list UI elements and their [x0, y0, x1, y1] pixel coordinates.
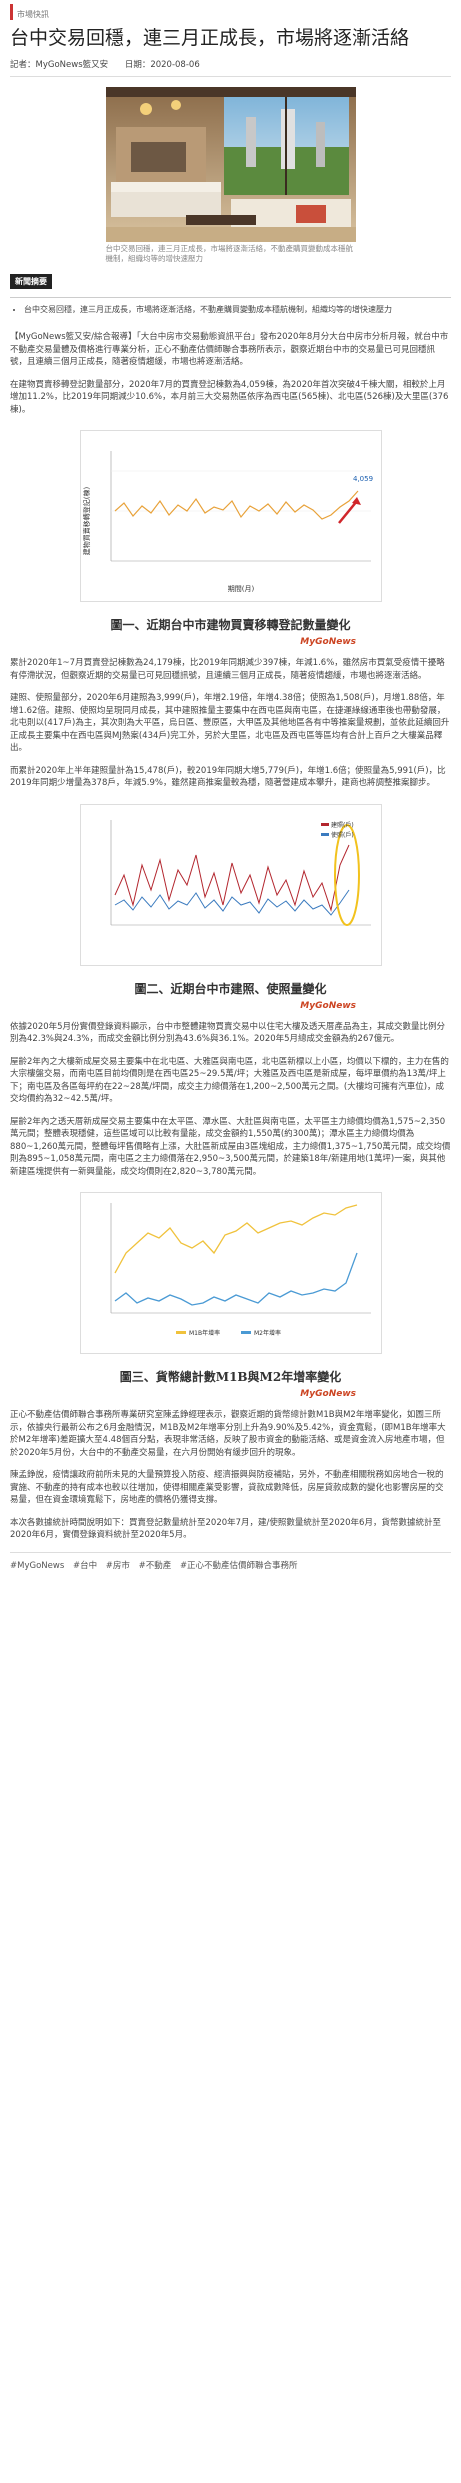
article: 市場快訊 台中交易回穩，連三月正成長，市場將逐漸活絡 記者：MyGoNews籃又…	[0, 4, 461, 1571]
paragraph: 正心不動產估價師聯合事務所專業研究室陳孟錚經理表示，觀察近期的貨幣總計數M1B與…	[10, 1410, 446, 1458]
x-axis-label: 期間(月)	[227, 585, 254, 593]
figure-1-chart: 建物買賣移轉登記(棟) 4,059 期間(月)	[79, 430, 382, 602]
article-title: 台中交易回穩，連三月正成長，市場將逐漸活絡	[10, 27, 410, 49]
permit-line-chart: 建照(戶) 使照(戶)	[110, 819, 371, 926]
transfer-line-chart: 建物買賣移轉登記(棟) 4,059 期間(月)	[82, 451, 373, 593]
y-axis-label: 建物買賣移轉登記(棟)	[82, 487, 91, 556]
last-value-label: 4,059	[353, 475, 373, 483]
paragraph: 陳孟錚說，疫情讓政府前所未見的大量預算投入防疫、經濟振興與防疫補貼，另外，不動產…	[10, 1470, 444, 1505]
legend-permit: 建照(戶)	[331, 821, 354, 829]
living-room-photo	[105, 87, 356, 242]
tag-link[interactable]: #正心不動產估價師聯合事務所	[179, 1560, 298, 1571]
article-meta: 記者：MyGoNews籃又安 日期：2020-08-06	[10, 58, 451, 77]
paragraph: 累計2020年1~7月買賣登記棟數為24,179棟，比2019年同期減少397棟…	[10, 658, 445, 681]
tag-list: #MyGoNews #台中 #房市 #不動產 #正心不動產估價師聯合事務所	[10, 1551, 451, 1571]
paragraph: 屋齡2年內之大樓新成屋交易主要集中在北屯區、大雅區與南屯區，北屯區新標以上小區，…	[10, 1056, 449, 1105]
figure-1-caption: 圖一、近期台中市建物買賣移轉登記數量變化	[110, 618, 351, 632]
summary-item: 台中交易回穩，連三月正成長，市場將逐漸活絡，不動產購買變動成本穩航機制，組織均等…	[24, 304, 451, 315]
figure-3-chart: M1B年增率 M2年增率	[79, 1192, 382, 1354]
mygonews-logo: MyGoNews	[300, 637, 356, 647]
news-summary: 新聞摘要 台中交易回穩，連三月正成長，市場將逐漸活絡，不動產購買變動成本穩航機制…	[10, 274, 451, 321]
mygonews-logo: MyGoNews	[300, 1000, 356, 1011]
legend-m1b: M1B年增率	[189, 1329, 220, 1337]
tag-link[interactable]: #房市	[105, 1560, 130, 1571]
paragraph: 建照、使照量部分，2020年6月建照為3,999(戶)，年增2.19倍，年增4.…	[10, 693, 450, 753]
legend-usage: 使照(戶)	[331, 831, 354, 839]
mygonews-logo: MyGoNews	[300, 1389, 356, 1399]
summary-title: 新聞摘要	[10, 274, 52, 289]
legend-m2: M2年增率	[254, 1329, 281, 1337]
money-supply-chart: M1B年增率 M2年增率	[110, 1203, 371, 1337]
breadcrumb[interactable]: 市場快訊	[10, 4, 451, 20]
tag-link[interactable]: #台中	[72, 1560, 98, 1571]
figure-2-chart: 建照(戶) 使照(戶)	[79, 803, 382, 966]
paragraph: 在建物買賣移轉登記數量部分，2020年7月的買賣登記棟數為4,059棟，為202…	[10, 379, 449, 415]
figure-3-caption: 圖三、貨幣總計數M1B與M2年增率變化	[119, 1370, 342, 1384]
publish-date: 日期：2020-08-06	[124, 60, 200, 70]
paragraph: 【MyGoNews籃又安/綜合報導】「大台中房市交易動態資訊平台」發布2020年…	[10, 332, 449, 367]
summary-list: 台中交易回穩，連三月正成長，市場將逐漸活絡，不動產購買變動成本穩航機制，組織均等…	[10, 297, 451, 321]
tag-link[interactable]: #不動產	[138, 1560, 172, 1571]
figure-2-caption: 圖二、近期台中市建照、使照量變化	[134, 981, 327, 996]
hero-caption: 台中交易回穩，連三月正成長，市場將逐漸活絡，不動產購買變動成本穩航機制，組織均等…	[105, 244, 354, 263]
paragraph: 屋齡2年內之透天厝新成屋交易主要集中在太平區、潭水區、大肚區與南屯區，太平區主力…	[10, 1116, 451, 1177]
hero-image	[105, 87, 356, 242]
paragraph: 依據2020年5月份實價登錄資料顯示，台中市整體建物買賣交易中以住宅大樓及透天厝…	[10, 1021, 446, 1045]
paragraph: 而累計2020年上半年建照量計為15,478(戶)，較2019年同期大增5,77…	[10, 765, 446, 789]
author[interactable]: 記者：MyGoNews籃又安	[10, 60, 109, 70]
paragraph: 本次各數據統計時間說明如下：買賣登記數量統計至2020年7月，建/使照數量統計至…	[10, 1517, 441, 1541]
tag-link[interactable]: #MyGoNews	[10, 1560, 65, 1571]
